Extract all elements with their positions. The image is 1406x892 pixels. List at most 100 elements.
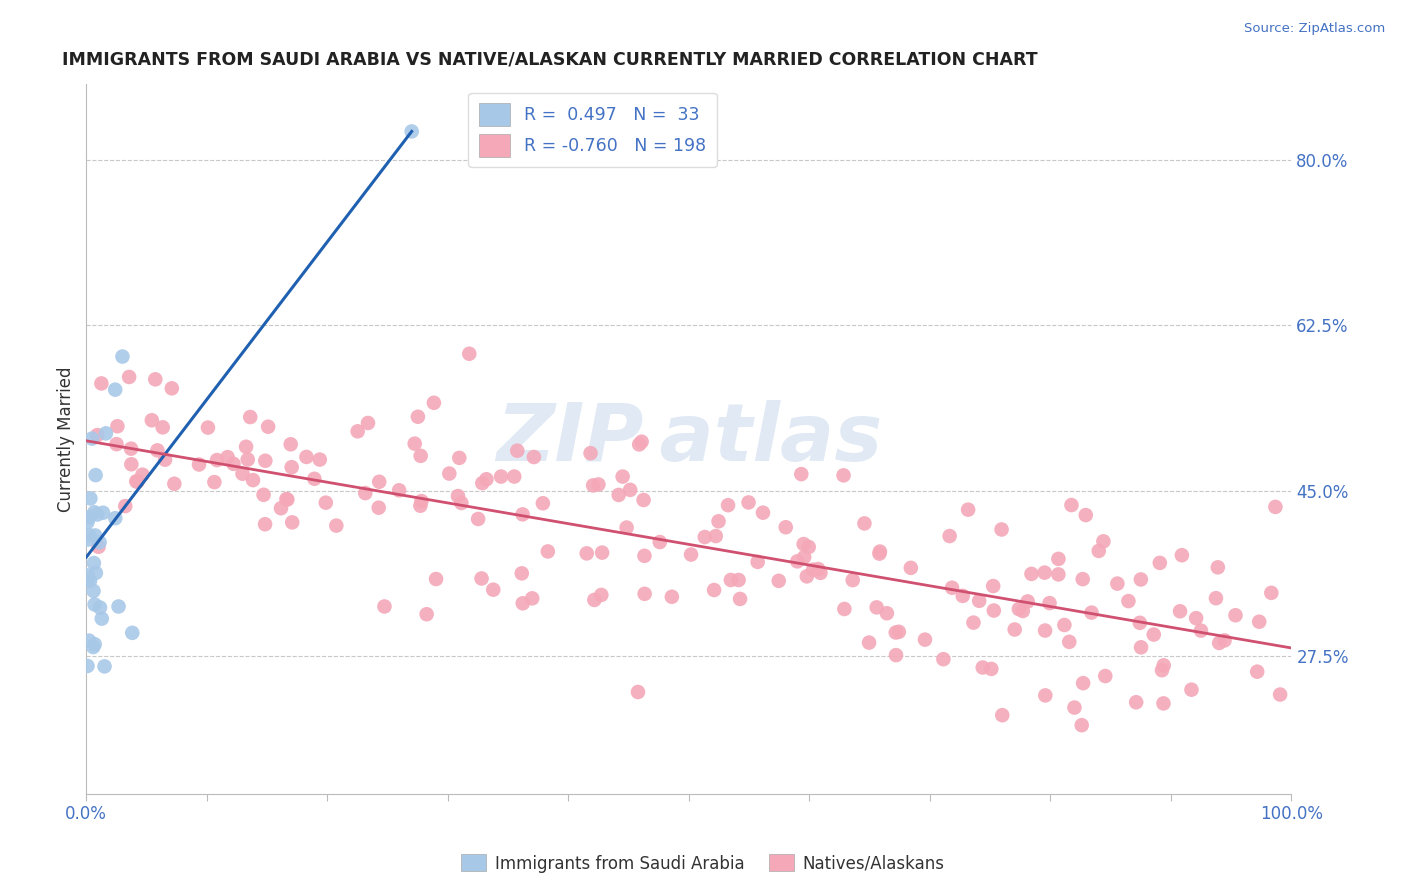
Point — [82, 640, 104, 654]
Point — [768, 574, 790, 588]
Point — [775, 520, 797, 534]
Point — [281, 516, 304, 530]
Point — [661, 590, 683, 604]
Point — [679, 548, 702, 562]
Point — [752, 506, 775, 520]
Point — [1208, 636, 1230, 650]
Point — [295, 450, 318, 464]
Point — [1246, 665, 1268, 679]
Point — [118, 370, 141, 384]
Point — [83, 583, 105, 598]
Point — [579, 446, 602, 460]
Point — [91, 506, 114, 520]
Point — [79, 574, 101, 588]
Point — [1153, 658, 1175, 673]
Point — [83, 637, 105, 651]
Point — [727, 573, 749, 587]
Point — [972, 660, 994, 674]
Point — [1150, 663, 1173, 677]
Point — [404, 436, 426, 450]
Point — [1125, 695, 1147, 709]
Point — [707, 514, 730, 528]
Point — [406, 409, 429, 424]
Point — [991, 708, 1014, 723]
Point — [367, 500, 389, 515]
Point — [633, 587, 655, 601]
Point — [87, 540, 110, 554]
Point — [1053, 618, 1076, 632]
Point — [160, 381, 183, 395]
Point — [1260, 586, 1282, 600]
Point — [887, 624, 910, 639]
Point — [315, 496, 337, 510]
Point — [125, 475, 148, 489]
Point — [858, 635, 880, 649]
Point — [1057, 635, 1080, 649]
Point — [388, 483, 411, 498]
Point — [252, 488, 274, 502]
Point — [967, 594, 990, 608]
Point — [471, 572, 494, 586]
Point — [1171, 548, 1194, 562]
Point — [439, 467, 461, 481]
Point — [853, 516, 876, 531]
Point — [304, 472, 326, 486]
Point — [1011, 604, 1033, 618]
Point — [633, 493, 655, 508]
Point — [616, 520, 638, 534]
Point — [506, 443, 529, 458]
Point — [1017, 594, 1039, 608]
Point — [737, 495, 759, 509]
Point — [84, 528, 107, 542]
Point — [111, 350, 134, 364]
Point — [84, 468, 107, 483]
Point — [1225, 608, 1247, 623]
Point — [280, 437, 302, 451]
Point — [941, 581, 963, 595]
Point — [720, 573, 742, 587]
Point — [1071, 572, 1094, 586]
Point — [531, 496, 554, 510]
Point — [354, 486, 377, 500]
Point — [575, 546, 598, 560]
Point — [1038, 596, 1060, 610]
Point — [83, 556, 105, 570]
Point — [1249, 615, 1271, 629]
Point — [983, 603, 1005, 617]
Point — [222, 457, 245, 471]
Point — [489, 469, 512, 483]
Point — [77, 633, 100, 648]
Point — [869, 544, 891, 558]
Point — [952, 589, 974, 603]
Point — [962, 615, 984, 630]
Point — [728, 591, 751, 606]
Point — [503, 469, 526, 483]
Point — [1152, 697, 1174, 711]
Point — [143, 372, 166, 386]
Legend: Immigrants from Saudi Arabia, Natives/Alaskans: Immigrants from Saudi Arabia, Natives/Al… — [454, 847, 952, 880]
Point — [990, 523, 1012, 537]
Point — [1143, 627, 1166, 641]
Point — [120, 442, 142, 456]
Point — [1087, 544, 1109, 558]
Point — [512, 596, 534, 610]
Point — [832, 468, 855, 483]
Point — [231, 467, 253, 481]
Point — [197, 420, 219, 434]
Point — [357, 416, 380, 430]
Point — [146, 443, 169, 458]
Point — [612, 469, 634, 483]
Point — [152, 420, 174, 434]
Point — [76, 659, 98, 673]
Point — [107, 599, 129, 614]
Point — [704, 529, 727, 543]
Point — [153, 452, 176, 467]
Point — [270, 501, 292, 516]
Point — [235, 440, 257, 454]
Point — [876, 606, 898, 620]
Point — [797, 540, 820, 554]
Point — [1149, 556, 1171, 570]
Point — [373, 599, 395, 614]
Point — [276, 492, 298, 507]
Point — [257, 419, 280, 434]
